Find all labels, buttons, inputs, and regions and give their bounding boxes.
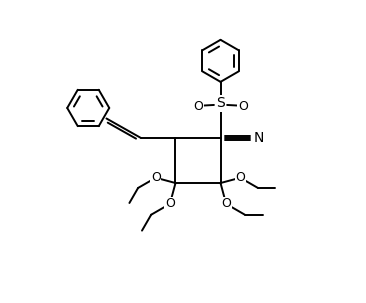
Text: O: O — [235, 171, 245, 184]
Text: O: O — [151, 171, 161, 184]
Text: O: O — [221, 197, 231, 210]
Text: O: O — [238, 100, 248, 113]
Text: O: O — [165, 197, 175, 210]
Text: S: S — [216, 96, 225, 111]
Text: N: N — [254, 131, 264, 145]
Text: O: O — [193, 100, 203, 113]
